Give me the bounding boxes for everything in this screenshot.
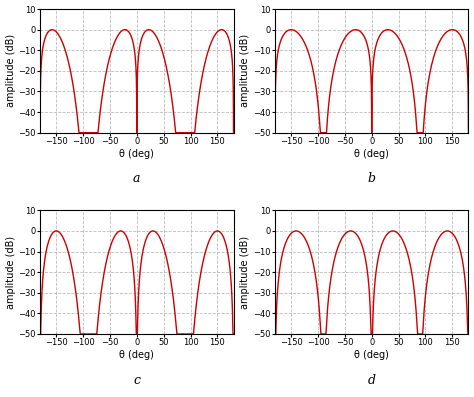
X-axis label: θ (deg): θ (deg) <box>354 148 389 159</box>
Text: d: d <box>368 374 376 387</box>
Y-axis label: amplitude (dB): amplitude (dB) <box>240 34 250 108</box>
Text: b: b <box>368 172 376 185</box>
Y-axis label: amplitude (dB): amplitude (dB) <box>240 235 250 309</box>
Y-axis label: amplitude (dB): amplitude (dB) <box>6 34 16 108</box>
Text: c: c <box>133 374 140 387</box>
X-axis label: θ (deg): θ (deg) <box>119 350 154 360</box>
X-axis label: θ (deg): θ (deg) <box>119 148 154 159</box>
X-axis label: θ (deg): θ (deg) <box>354 350 389 360</box>
Text: a: a <box>133 172 141 185</box>
Y-axis label: amplitude (dB): amplitude (dB) <box>6 235 16 309</box>
